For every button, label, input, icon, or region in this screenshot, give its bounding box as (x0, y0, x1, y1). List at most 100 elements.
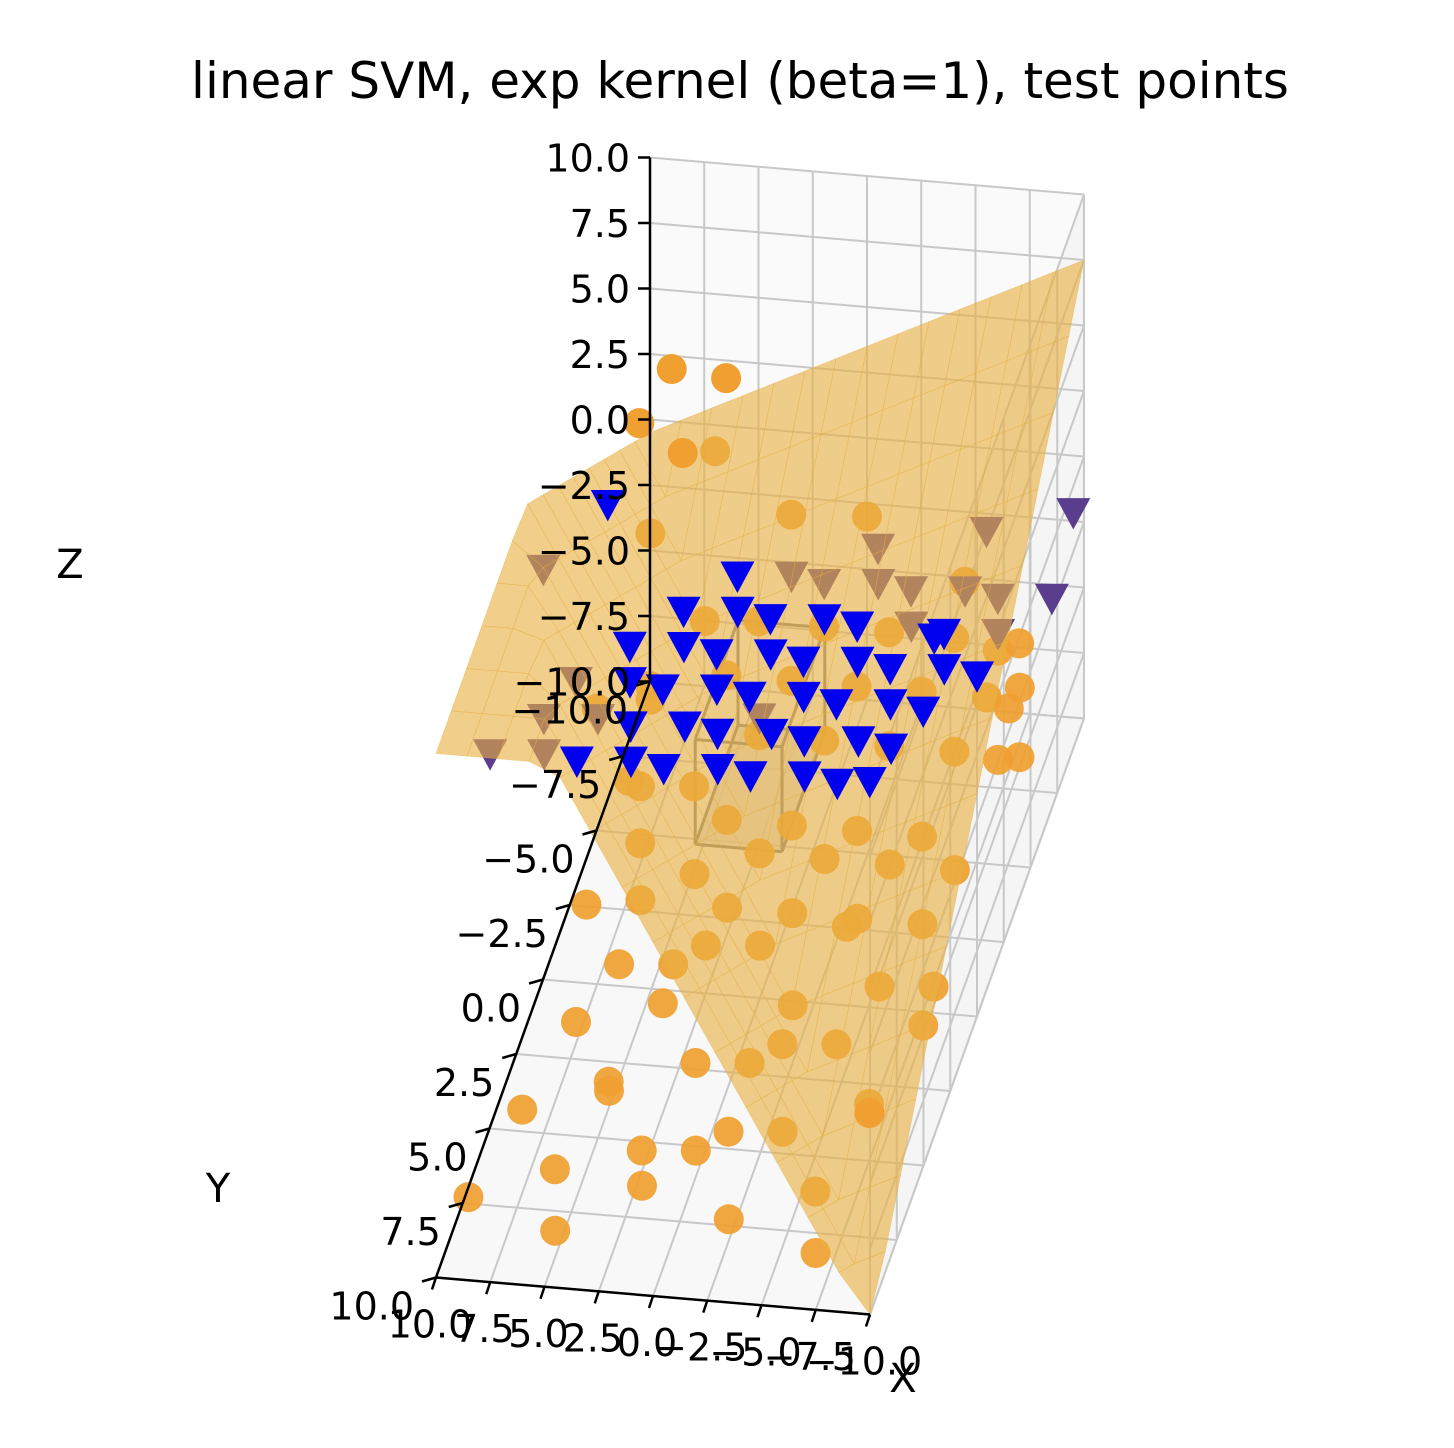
x-tick-label: 0.0 (617, 1321, 677, 1365)
data-point-triangle (667, 711, 702, 743)
x-tick-label: −7.5 (764, 1335, 856, 1379)
grid-line-back-z (649, 222, 1085, 261)
data-point-triangle (819, 689, 854, 721)
data-point-circle (983, 744, 1013, 775)
y-tick-label: 7.5 (380, 1210, 440, 1254)
z-tick-label: −5.0 (538, 530, 630, 574)
data-point-triangle (613, 667, 648, 699)
x-tick-label: 5.0 (508, 1312, 568, 1356)
data-point-triangle (873, 689, 908, 721)
data-point-triangle (700, 754, 735, 786)
y-tick-mark (421, 1276, 437, 1283)
x-tick-mark (702, 1300, 709, 1314)
data-point-circle (507, 1094, 538, 1125)
data-point-triangle (873, 654, 908, 686)
data-point-triangle (612, 631, 647, 664)
data-point-triangle (720, 596, 755, 629)
data-point-triangle (960, 661, 994, 693)
surface-patch (435, 710, 483, 757)
z-tick-label: −2.5 (538, 464, 630, 508)
x-tick-mark (485, 1281, 492, 1295)
data-point-circle (571, 889, 602, 920)
z-tick-label: 5.0 (570, 268, 630, 312)
data-point-triangle (840, 611, 875, 643)
data-point-triangle (559, 746, 594, 778)
data-point-circle (624, 408, 655, 439)
data-point-triangle (927, 654, 962, 686)
data-point-triangle (820, 768, 855, 801)
data-point-circle (713, 1116, 744, 1147)
data-point-triangle (786, 681, 821, 714)
data-point-triangle (753, 604, 788, 636)
data-point-triangle (754, 718, 789, 751)
z-tick-label: −10.0 (514, 661, 630, 705)
data-point-triangle (613, 711, 648, 743)
y-tick-label: −5.0 (482, 838, 574, 882)
points-above-surface (559, 354, 994, 1128)
data-point-circle (800, 1238, 831, 1268)
y-tick-label: 5.0 (407, 1136, 467, 1180)
y-tick-mark (501, 1052, 517, 1060)
data-point-circle (539, 1154, 570, 1185)
y-tick-mark (475, 1127, 490, 1134)
data-point-triangle (1034, 583, 1069, 616)
data-point-triangle (906, 696, 941, 728)
z-tick-label: 0.0 (570, 399, 630, 443)
tick-labels: −10.0−10.010.0−7.5−7.57.5−5.0−5.05.0−2.5… (329, 137, 922, 1384)
x-tick-mark (810, 1309, 817, 1323)
y-tick-label: 10.0 (329, 1285, 414, 1329)
x-tick-label: −2.5 (655, 1326, 747, 1370)
data-point-circle (667, 438, 698, 468)
data-point-triangle (700, 718, 735, 751)
data-point-triangle (732, 681, 767, 714)
data-point-circle (647, 988, 678, 1019)
data-point-circle (680, 1048, 711, 1078)
data-point-triangle (666, 596, 701, 629)
y-tick-mark (608, 754, 624, 762)
data-point-triangle (699, 639, 734, 671)
data-point-circle (656, 354, 687, 384)
x-tick-label: −10.0 (806, 1340, 922, 1384)
data-point-triangle (753, 639, 788, 671)
data-point-circle (680, 1135, 711, 1166)
data-point-circle (1004, 672, 1035, 703)
data-point-circle (627, 1170, 657, 1201)
y-axis-label: Y (205, 1166, 231, 1212)
x-tick-mark (539, 1286, 546, 1300)
data-point-triangle (590, 490, 625, 522)
data-point-triangle (787, 761, 822, 793)
y-tick-mark (448, 1201, 464, 1209)
data-point-triangle (699, 674, 734, 706)
data-point-triangle (807, 604, 842, 636)
data-point-circle (594, 1075, 624, 1106)
y-tick-mark (555, 903, 571, 911)
data-point-circle (713, 1204, 744, 1235)
data-point-triangle (841, 726, 876, 758)
y-tick-label: 0.0 (461, 987, 521, 1031)
x-tick-mark (864, 1314, 872, 1327)
data-point-triangle (852, 767, 887, 799)
x-axis-label: X (889, 1356, 916, 1402)
z-tick-label: 2.5 (570, 333, 630, 377)
data-point-triangle (666, 632, 701, 664)
x-tick-label: 7.5 (454, 1307, 514, 1351)
data-point-triangle (733, 761, 768, 793)
data-point-circle (604, 949, 635, 980)
data-point-triangle (840, 646, 875, 679)
data-point-circle (540, 1215, 571, 1246)
y-tick-mark (582, 829, 597, 836)
x-tick-mark (647, 1295, 655, 1309)
data-point-circle (561, 1007, 591, 1037)
data-point-triangle (874, 733, 909, 766)
y-tick-label: −10.0 (512, 689, 628, 733)
z-tick-label: −7.5 (538, 595, 630, 639)
data-point-triangle (787, 726, 822, 758)
data-point-triangle (786, 646, 821, 679)
decision-surface (435, 259, 1085, 1316)
z-tick-label: 10.0 (545, 137, 630, 181)
data-point-circle (626, 1135, 657, 1166)
z-tick-label: 7.5 (570, 202, 630, 246)
data-point-triangle (1056, 498, 1091, 530)
data-point-triangle (720, 561, 755, 593)
